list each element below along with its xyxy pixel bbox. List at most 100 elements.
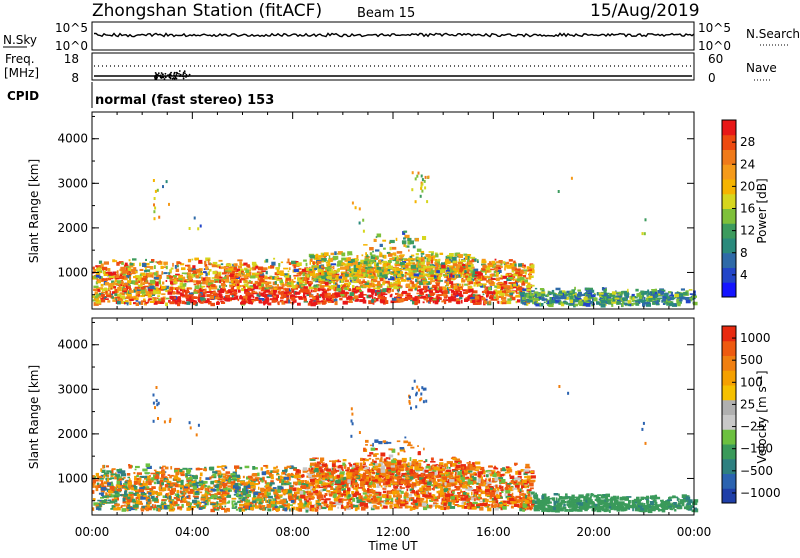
echo-cell: [157, 189, 159, 192]
echo-cell: [281, 292, 283, 296]
echo-cell: [430, 266, 433, 268]
echo-cell: [525, 293, 527, 297]
echo-cell: [253, 268, 255, 271]
echo-cell: [334, 257, 337, 260]
echo-cell: [112, 300, 116, 302]
echo-cell: [218, 302, 220, 304]
echo-cell: [106, 295, 111, 298]
echo-cell: [336, 288, 341, 292]
power-colorbar-label: Power [dB]: [755, 178, 769, 243]
echo-cell: [407, 273, 412, 275]
echo-cell: [192, 265, 195, 269]
echo-cell: [456, 270, 459, 273]
echo-cell: [674, 303, 676, 306]
station-title: Zhongshan Station (fitACF): [92, 1, 322, 21]
echo-cell: [370, 252, 372, 255]
echo-cell: [632, 297, 634, 301]
echo-cell: [461, 300, 463, 304]
echo-cell: [436, 283, 440, 286]
echo-cell: [361, 269, 365, 273]
echo-cell: [506, 301, 511, 304]
echo-cell: [303, 260, 307, 262]
echo-cell: [152, 504, 154, 506]
echo-cell: [490, 295, 494, 297]
echo-cell: [359, 290, 362, 292]
colorbar-tick-label: 16: [740, 202, 755, 216]
echo-cell: [390, 247, 392, 250]
echo-cell: [162, 282, 164, 285]
echo-cell: [511, 297, 515, 301]
echo-cell: [417, 298, 419, 300]
echo-cell: [278, 301, 280, 305]
echo-cell: [328, 263, 330, 267]
echo-cell: [350, 292, 354, 296]
echo-cell: [449, 298, 451, 302]
echo-cell: [221, 498, 224, 500]
echo-cell: [198, 294, 201, 296]
echo-cell: [298, 279, 303, 282]
freq-sample: [185, 76, 187, 78]
echo-cell: [486, 295, 488, 298]
echo-cell: [129, 276, 131, 279]
echo-cell: [210, 262, 212, 264]
echo-cell: [541, 294, 546, 297]
echo-cell: [321, 253, 324, 255]
echo-cell: [114, 495, 119, 497]
echo-cell: [273, 258, 275, 260]
echo-cell: [558, 294, 562, 296]
echo-cell: [324, 252, 329, 256]
freq-sample: [155, 78, 157, 80]
echo-cell: [202, 286, 204, 290]
echo-cell: [168, 272, 170, 275]
echo-cell: [211, 287, 214, 289]
echo-cell: [154, 207, 156, 210]
echo-cell: [310, 255, 315, 258]
echo-cell: [218, 291, 222, 293]
echo-cell: [646, 295, 648, 297]
echo-cell: [512, 291, 516, 293]
echo-cell: [219, 277, 223, 279]
echo-cell: [392, 247, 397, 250]
echo-cell: [467, 254, 471, 256]
echo-cell: [265, 299, 270, 302]
echo-cell: [349, 300, 352, 303]
echo-cell: [355, 206, 357, 209]
echo-cell: [357, 270, 360, 273]
echo-cell: [352, 276, 357, 279]
echo-cell: [428, 278, 433, 280]
echo-cell: [321, 271, 323, 274]
echo-cell: [484, 301, 487, 304]
echo-cell: [383, 280, 385, 283]
echo-cell: [486, 280, 489, 283]
echo-cell: [288, 300, 290, 304]
echo-cell: [170, 287, 174, 291]
echo-cell: [174, 468, 180, 470]
echo-cell: [235, 490, 238, 494]
echo-cell: [294, 269, 299, 272]
echo-cell: [340, 298, 342, 300]
echo-cell: [524, 304, 527, 306]
echo-cell: [460, 267, 463, 271]
echo-cell: [238, 290, 241, 293]
echo-cell: [155, 261, 157, 263]
echo-cell: [165, 303, 168, 307]
echo-cell: [429, 251, 434, 253]
echo-cell: [574, 295, 576, 297]
echo-cell: [468, 299, 470, 301]
echo-cell: [416, 175, 418, 178]
echo-cell: [457, 301, 461, 304]
echo-cell: [564, 294, 568, 296]
echo-cell: [272, 300, 276, 303]
echo-cell: [379, 252, 381, 254]
echo-cell: [418, 172, 420, 175]
echo-cell: [527, 266, 530, 269]
echo-cell: [531, 294, 533, 296]
echo-cell: [223, 277, 227, 279]
echo-cell: [500, 266, 503, 268]
echo-cell: [512, 270, 515, 272]
echo-cell: [460, 291, 462, 295]
echo-cell: [382, 267, 384, 269]
echo-cell: [309, 301, 313, 303]
echo-cell: [200, 297, 204, 300]
echo-cell: [488, 291, 492, 294]
